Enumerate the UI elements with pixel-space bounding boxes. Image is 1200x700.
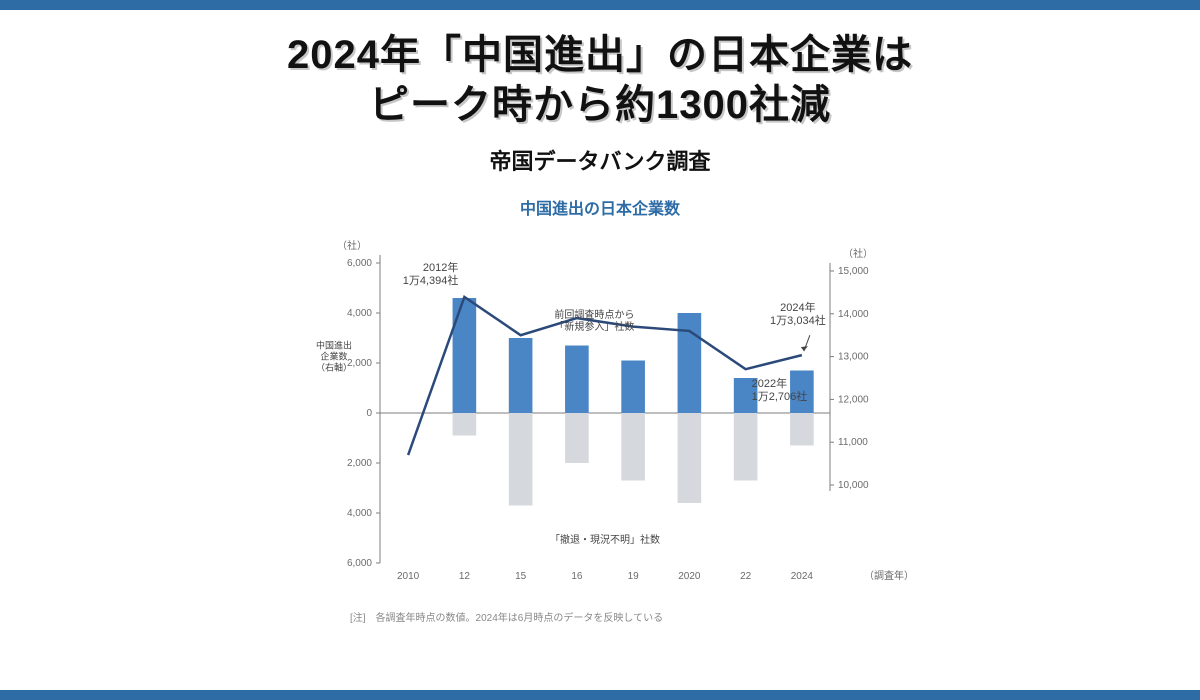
svg-text:1万4,394社: 1万4,394社: [403, 273, 459, 287]
svg-text:2024: 2024: [791, 571, 814, 582]
bar-exit: [621, 413, 645, 481]
svg-text:12: 12: [459, 571, 471, 582]
svg-text:0: 0: [366, 408, 372, 419]
top-brand-bar: [0, 0, 1200, 10]
svg-text:19: 19: [628, 571, 640, 582]
svg-text:14,000: 14,000: [838, 309, 869, 320]
bar-entry: [565, 346, 589, 414]
subtitle: 帝国データバンク調査: [0, 144, 1200, 176]
bar-exit: [678, 413, 702, 503]
chart-plot: 6,0004,0002,00002,0004,0006,000（社）15,000…: [290, 223, 910, 603]
svg-text:2,000: 2,000: [347, 458, 372, 469]
svg-text:（調査年）: （調査年）: [864, 569, 910, 582]
bottom-brand-bar: [0, 690, 1200, 700]
svg-text:2022年: 2022年: [752, 376, 787, 390]
bar-exit: [453, 413, 477, 436]
bar-entry: [678, 313, 702, 413]
svg-text:企業数: 企業数: [320, 351, 347, 362]
svg-text:（社）: （社）: [843, 247, 873, 260]
bar-exit: [509, 413, 533, 506]
bar-exit: [790, 413, 814, 446]
title-block: 2024年「中国進出」の日本企業は ピーク時から約1300社減 帝国データバンク…: [0, 0, 1200, 176]
svg-text:2012年: 2012年: [423, 260, 458, 274]
svg-text:（社）: （社）: [337, 239, 367, 252]
svg-text:11,000: 11,000: [838, 437, 868, 448]
svg-text:2010: 2010: [397, 571, 420, 582]
svg-text:「新規参入」社数: 「新規参入」社数: [554, 320, 634, 333]
bar-exit: [734, 413, 758, 481]
svg-text:6,000: 6,000: [347, 258, 372, 269]
bar-entry: [453, 298, 477, 413]
bar-entry: [621, 361, 645, 414]
title-line-2: ピーク時から約1300社減: [0, 80, 1200, 130]
svg-text:6,000: 6,000: [347, 558, 372, 569]
svg-text:13,000: 13,000: [838, 352, 869, 363]
svg-text:2020: 2020: [678, 571, 701, 582]
svg-text:1万2,706社: 1万2,706社: [752, 389, 808, 403]
svg-text:15,000: 15,000: [838, 266, 869, 277]
svg-text:15: 15: [515, 571, 527, 582]
svg-text:12,000: 12,000: [838, 394, 869, 405]
chart-title: 中国進出の日本企業数: [290, 195, 910, 219]
chart-svg: 6,0004,0002,00002,0004,0006,000（社）15,000…: [290, 223, 910, 603]
svg-text:22: 22: [740, 571, 752, 582]
svg-text:（右軸）: （右軸）: [316, 362, 352, 373]
svg-text:4,000: 4,000: [347, 308, 372, 319]
chart-note: [注] 各調査年時点の数値。2024年は6月時点のデータを反映している: [290, 609, 910, 624]
chart-container: 中国進出の日本企業数 6,0004,0002,00002,0004,0006,0…: [290, 195, 910, 665]
bar-entry: [509, 338, 533, 413]
title-line-1: 2024年「中国進出」の日本企業は: [0, 30, 1200, 80]
svg-text:「撤退・現況不明」社数: 「撤退・現況不明」社数: [550, 533, 660, 546]
svg-text:中国進出: 中国進出: [316, 340, 352, 351]
svg-text:4,000: 4,000: [347, 508, 372, 519]
svg-text:16: 16: [571, 571, 583, 582]
svg-text:10,000: 10,000: [838, 480, 869, 491]
svg-text:2024年: 2024年: [780, 300, 815, 314]
svg-text:1万3,034社: 1万3,034社: [770, 313, 826, 327]
svg-text:前回調査時点から: 前回調査時点から: [554, 308, 634, 321]
bar-exit: [565, 413, 589, 463]
